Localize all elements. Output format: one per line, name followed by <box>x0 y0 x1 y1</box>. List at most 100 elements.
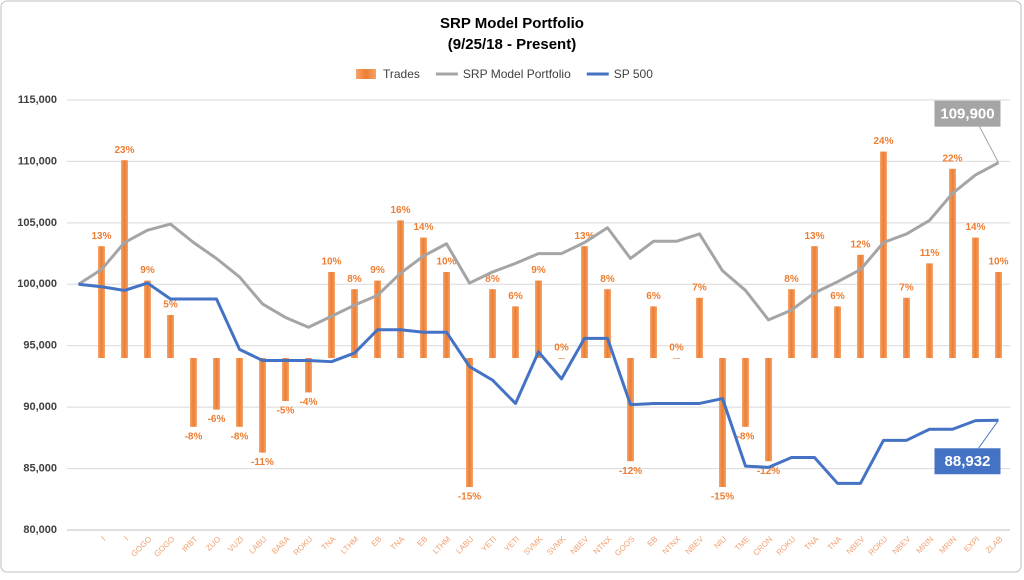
legend-label: SRP Model Portfolio <box>463 67 571 81</box>
legend-swatch <box>356 69 376 79</box>
y-tick-label: 115,000 <box>18 94 57 106</box>
chart-title: SRP Model Portfolio <box>440 15 584 32</box>
data-label: 10% <box>988 257 1008 268</box>
y-tick-label: 100,000 <box>17 278 57 290</box>
bar <box>190 358 197 427</box>
data-label: 13% <box>804 231 824 242</box>
bar <box>374 280 381 358</box>
leader-line <box>978 124 999 163</box>
data-label: 7% <box>899 282 914 293</box>
bar <box>903 297 910 358</box>
data-label: 8% <box>600 274 615 285</box>
data-label: -15% <box>711 492 734 503</box>
legend-label: SP 500 <box>614 67 653 81</box>
bar <box>880 151 887 358</box>
data-label: 13% <box>574 231 594 242</box>
bar <box>811 246 818 358</box>
data-label: 14% <box>965 222 985 233</box>
bar <box>213 358 220 410</box>
data-label: -8% <box>231 431 249 442</box>
bar <box>512 306 519 358</box>
data-label: 8% <box>347 274 362 285</box>
bar <box>121 160 128 358</box>
data-label-box <box>934 448 1001 475</box>
bar <box>742 358 749 427</box>
data-label: 9% <box>140 265 155 276</box>
data-label: 12% <box>850 239 870 250</box>
bar <box>443 272 450 358</box>
bar <box>144 280 151 358</box>
data-label: 23% <box>114 145 134 156</box>
data-label: -15% <box>458 492 481 503</box>
bar <box>719 358 726 487</box>
legend-item: Trades <box>356 67 420 81</box>
x-tick-label: I <box>99 535 107 543</box>
bar <box>558 358 565 359</box>
y-tick-label: 90,000 <box>23 401 57 413</box>
bar <box>466 358 473 487</box>
bar <box>167 315 174 358</box>
data-label: 109,900 <box>940 106 994 123</box>
data-label: 8% <box>784 274 799 285</box>
bar <box>236 358 243 427</box>
line <box>78 281 999 485</box>
bar <box>696 297 703 358</box>
data-label: 16% <box>390 205 410 216</box>
bar <box>995 272 1002 358</box>
data-label: 22% <box>942 153 962 164</box>
data-label: 7% <box>692 282 707 293</box>
legend-item: SRP Model Portfolio <box>435 67 571 81</box>
bar <box>627 358 634 462</box>
data-label-box <box>934 100 1001 127</box>
bar <box>926 263 933 358</box>
line <box>77 161 1000 329</box>
legend-item: SP 500 <box>586 67 653 81</box>
bar <box>765 358 772 462</box>
bar <box>397 220 404 358</box>
data-label: 11% <box>920 248 940 259</box>
data-label: 0% <box>554 343 569 354</box>
bar <box>949 168 956 358</box>
data-label: -11% <box>251 457 274 468</box>
data-label: 6% <box>508 291 523 302</box>
y-tick-label: 85,000 <box>23 462 57 474</box>
data-label: 88,932 <box>945 453 991 470</box>
chart-subtitle: (9/25/18 - Present) <box>448 36 576 53</box>
data-label: 5% <box>163 300 178 311</box>
bar <box>535 280 542 358</box>
data-label: -12% <box>757 466 780 477</box>
bar <box>420 237 427 358</box>
data-label: 10% <box>321 257 341 268</box>
data-label: 13% <box>91 231 111 242</box>
bar <box>650 306 657 358</box>
bar <box>972 237 979 358</box>
bar <box>259 358 266 453</box>
y-tick-label: 80,000 <box>23 524 57 536</box>
bar <box>857 254 864 358</box>
bar <box>581 246 588 358</box>
data-label: 8% <box>485 274 500 285</box>
y-tick-label: 110,000 <box>18 155 57 167</box>
legend-label: Trades <box>383 67 420 81</box>
y-tick-label: 105,000 <box>17 217 57 229</box>
data-label: -5% <box>277 406 295 417</box>
data-label: 0% <box>669 343 684 354</box>
data-label: -8% <box>737 431 755 442</box>
data-label: 9% <box>370 265 385 276</box>
bar <box>834 306 841 358</box>
data-label: -8% <box>185 431 203 442</box>
data-label: 14% <box>413 222 433 233</box>
bar <box>351 289 358 358</box>
bar <box>489 289 496 358</box>
bar <box>282 358 289 401</box>
data-label: 10% <box>436 257 456 268</box>
bar <box>98 246 105 358</box>
x-tick-label: I <box>122 535 130 543</box>
bar <box>788 289 795 358</box>
data-label: 24% <box>873 136 893 147</box>
y-tick-label: 95,000 <box>23 340 57 352</box>
data-label: 9% <box>531 265 546 276</box>
data-label: -6% <box>208 414 226 425</box>
bar <box>673 358 680 359</box>
